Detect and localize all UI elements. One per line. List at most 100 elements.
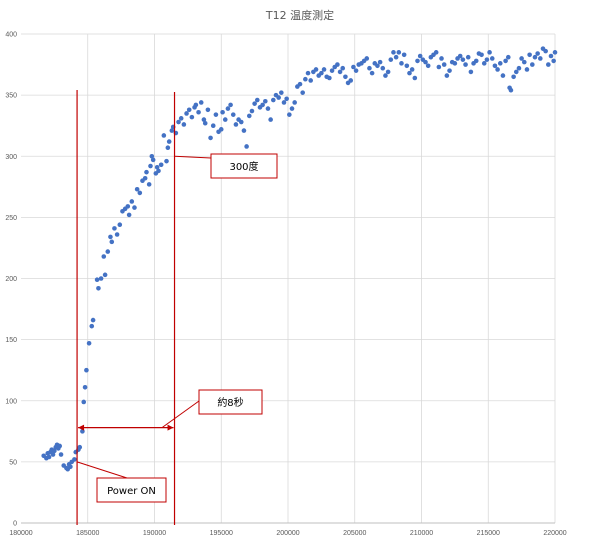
- data-point: [181, 122, 187, 127]
- data-point: [84, 367, 89, 373]
- power-on-leader-line: [76, 461, 128, 479]
- data-point: [108, 234, 113, 240]
- data-point: [233, 122, 239, 127]
- data-point: [89, 323, 95, 329]
- data-point: [329, 68, 335, 73]
- data-point: [460, 57, 466, 62]
- data-point: [479, 52, 484, 58]
- data-point: [148, 163, 153, 169]
- data-point: [292, 100, 297, 105]
- data-point: [319, 70, 324, 76]
- data-point: [202, 120, 208, 126]
- data-point: [385, 69, 391, 75]
- y-tick-label: 400: [5, 32, 17, 39]
- y-tick-label: 0: [13, 521, 17, 528]
- data-point: [213, 112, 219, 117]
- data-point: [112, 226, 117, 231]
- x-tick-label: 215000: [477, 530, 500, 537]
- data-point: [225, 106, 231, 111]
- data-point: [538, 56, 543, 61]
- x-tick-label: 220000: [543, 530, 566, 537]
- data-point: [513, 69, 519, 75]
- data-point: [401, 52, 407, 58]
- data-point: [218, 127, 224, 132]
- y-tick-labels: 0 50 100 150 200 250 300 350 400: [5, 32, 17, 528]
- data-point: [348, 78, 354, 83]
- data-point: [246, 113, 252, 119]
- data-point: [399, 61, 404, 66]
- data-point: [303, 76, 308, 82]
- duration-leader-line: [161, 400, 200, 429]
- data-point: [343, 74, 348, 80]
- data-point: [249, 108, 255, 114]
- data-point: [524, 67, 530, 72]
- data-point: [412, 75, 418, 81]
- 300-degree-callout-box: [210, 153, 278, 179]
- data-point: [94, 277, 100, 283]
- data-point: [158, 162, 164, 168]
- data-point: [58, 452, 64, 457]
- data-point: [176, 119, 181, 125]
- power-on-callout-box: [96, 477, 167, 503]
- data-point: [72, 457, 77, 462]
- data-point: [388, 57, 394, 62]
- data-point: [433, 50, 439, 55]
- data-point: [230, 112, 236, 117]
- data-point: [407, 70, 412, 76]
- data-point: [465, 54, 471, 60]
- data-point: [532, 54, 538, 60]
- data-point: [535, 51, 540, 56]
- data-point: [543, 48, 548, 54]
- data-point: [527, 52, 532, 58]
- data-point: [337, 69, 343, 75]
- data-point: [146, 182, 152, 187]
- data-point: [375, 63, 380, 69]
- data-point: [313, 67, 319, 72]
- data-point: [281, 100, 287, 105]
- data-point: [252, 101, 257, 106]
- x-tick-label: 195000: [210, 530, 233, 537]
- data-point: [530, 62, 535, 67]
- data-point: [189, 114, 195, 120]
- data-point: [484, 57, 490, 62]
- y-tick-label: 300: [5, 154, 17, 161]
- data-point: [552, 50, 558, 55]
- data-point: [102, 272, 108, 278]
- data-point: [186, 107, 192, 113]
- data-point: [82, 385, 88, 390]
- data-point: [254, 97, 260, 103]
- data-point: [137, 190, 143, 196]
- data-point: [263, 98, 268, 104]
- duration-callout-label: 約8秒: [217, 396, 243, 409]
- data-points: [41, 46, 558, 472]
- 300-degree-leader-line: [174, 155, 212, 159]
- data-point: [380, 65, 386, 71]
- 300-degree-callout-label: 300度: [229, 160, 258, 173]
- data-point: [265, 106, 271, 111]
- data-point: [508, 87, 514, 93]
- data-point: [444, 73, 450, 78]
- data-point: [222, 117, 228, 122]
- data-point: [117, 222, 123, 228]
- data-point: [144, 169, 149, 175]
- y-tick-label: 100: [5, 398, 17, 405]
- data-point: [391, 50, 396, 55]
- x-tick-label: 210000: [410, 530, 433, 537]
- x-tick-label: 205000: [343, 530, 366, 537]
- data-point: [276, 95, 281, 100]
- data-point: [260, 102, 265, 108]
- data-point: [452, 61, 458, 66]
- data-point: [305, 70, 311, 76]
- data-point: [68, 464, 73, 470]
- data-point: [86, 340, 92, 346]
- data-point: [546, 62, 551, 67]
- data-point: [198, 100, 204, 105]
- data-point: [284, 96, 289, 102]
- x-tick-label: 185000: [76, 530, 99, 537]
- data-point: [519, 56, 524, 61]
- data-point: [271, 97, 276, 103]
- data-point: [463, 62, 468, 67]
- data-point: [548, 53, 554, 59]
- data-point: [184, 111, 189, 116]
